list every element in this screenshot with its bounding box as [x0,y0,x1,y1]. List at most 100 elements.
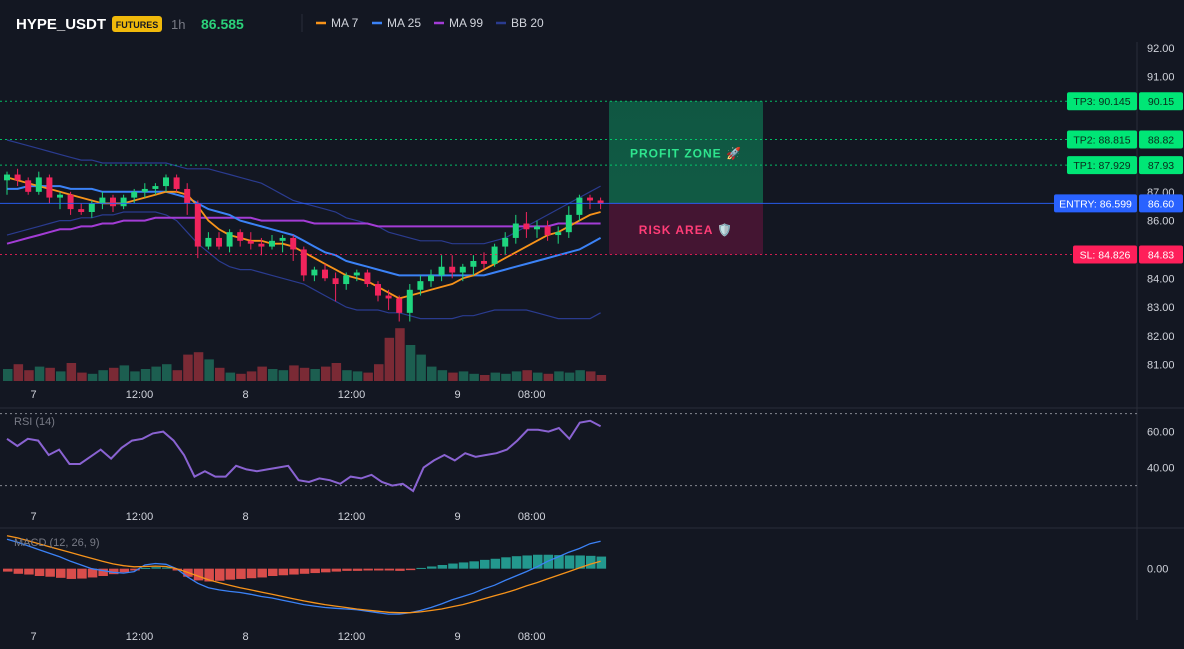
candle-body[interactable] [459,266,466,273]
candle-body[interactable] [173,177,180,189]
legend-label-2[interactable]: MA 99 [449,16,483,30]
time-tick-0-4: 9 [454,389,460,401]
candle-body[interactable] [205,237,212,247]
candle-body[interactable] [353,272,360,276]
time-tick-1-5: 08:00 [518,511,546,523]
candle-body[interactable] [78,209,85,212]
candle-body[interactable] [428,275,434,282]
macd-hist-bar [246,568,257,579]
macd-panel[interactable]: 0.00 [3,535,1168,615]
candle-body[interactable] [237,232,244,241]
candle-body[interactable] [163,177,169,187]
candle-body[interactable] [512,223,519,238]
price-tick-11: 81.00 [1147,360,1175,372]
candle-body[interactable] [322,269,328,279]
candle-body[interactable] [481,260,487,264]
symbol-title[interactable]: HYPE_USDT [16,16,106,33]
candle-body[interactable] [364,272,371,285]
candle-body[interactable] [269,240,275,247]
volume-bar [363,372,373,381]
candle-body[interactable] [141,188,148,192]
candle-body[interactable] [35,177,42,192]
macd-hist-bar [56,568,66,578]
candle-body[interactable] [110,197,116,207]
candle-body[interactable] [470,260,477,267]
volume-bar [596,375,607,381]
candle-body[interactable] [534,226,540,230]
macd-hist-bar [130,568,140,571]
ma99-line [6,216,601,245]
candle-body[interactable] [523,223,530,230]
tp1-tag-label: TP1: 87.929 [1073,160,1130,172]
candle-body[interactable] [247,240,254,244]
timeframe-label[interactable]: 1h [171,17,185,32]
candle-body[interactable] [491,246,498,264]
volume-bar [77,372,87,381]
candle-body[interactable] [502,237,509,247]
candle-body[interactable] [311,269,318,276]
futures-badge-label: FUTURES [116,20,159,30]
candle-body[interactable] [544,226,551,236]
candle-body[interactable] [375,284,381,296]
candle-body[interactable] [152,186,159,189]
candle-body[interactable] [184,188,191,204]
candle-body[interactable] [343,275,350,285]
candle-body[interactable] [14,174,21,181]
tp1-tag [1067,156,1137,175]
candle-body[interactable] [449,266,456,273]
rsi-panel[interactable]: 60.00 40.00 [0,413,1175,493]
candle-body[interactable] [396,298,403,313]
candle-body[interactable] [226,232,233,247]
macd-title: MACD (12, 26, 9) [14,537,100,549]
candle-body[interactable] [258,243,265,247]
sl-tag-label: SL: 84.826 [1080,249,1131,261]
candle-body[interactable] [88,203,95,212]
time-tick-1-4: 9 [454,511,460,523]
candle-body[interactable] [597,200,604,204]
macd-hist-bar [448,563,458,569]
candle-body[interactable] [4,174,10,181]
candle-body[interactable] [565,214,572,233]
candle-body[interactable] [385,295,392,299]
candle-body[interactable] [46,177,53,198]
time-tick-0-0: 7 [30,389,36,401]
candle-body[interactable] [216,237,222,247]
risk-zone[interactable] [609,203,763,255]
rsi-tick-1: 40.00 [1147,463,1175,475]
candle-body[interactable] [131,191,138,198]
candle-body[interactable] [576,197,583,215]
candle-body[interactable] [438,266,445,276]
price-tick-9: 83.00 [1147,302,1175,314]
macd-line [6,538,601,615]
time-tick-0-3: 12:00 [338,389,366,401]
candle-body[interactable] [555,232,562,236]
candle-body[interactable] [194,203,201,247]
volume-bar [162,364,172,381]
macd-hist-bar [469,561,479,569]
candle-body[interactable] [332,278,339,285]
volume-bar [257,366,267,381]
candle-body[interactable] [406,289,413,313]
legend-label-0[interactable]: MA 7 [331,16,359,30]
candle-body[interactable] [67,194,74,210]
macd-hist-bar [193,568,204,581]
volume-bar [98,370,108,381]
price-tick-0: 92.00 [1147,43,1175,55]
candle-body[interactable] [300,249,307,276]
candle-body[interactable] [290,237,297,250]
tp2-tag-label: TP2: 88.815 [1073,135,1130,147]
legend-label-3[interactable]: BB 20 [511,16,544,30]
candle-body[interactable] [279,237,286,241]
candle-body[interactable] [25,180,32,192]
candle-body[interactable] [587,197,593,201]
legend-label-1[interactable]: MA 25 [387,16,421,30]
candle-body[interactable] [120,197,127,207]
volume-bar [299,367,310,381]
candle-body[interactable] [57,194,63,198]
candle-body[interactable] [417,281,424,290]
price-panel[interactable]: 92.0091.0090.0089.0088.0087.0086.0085.00… [0,42,1184,643]
candle-body[interactable] [99,197,106,204]
profit-zone[interactable] [609,101,763,204]
